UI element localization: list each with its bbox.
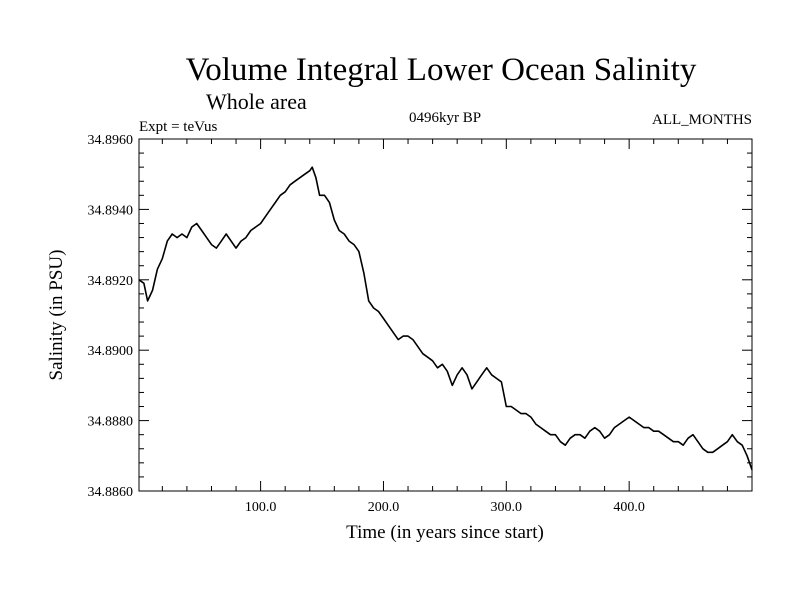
x-tick-label: 100.0 bbox=[245, 500, 277, 515]
y-axis-label: Salinity (in PSU) bbox=[46, 250, 67, 381]
y-tick-label: 34.8940 bbox=[88, 203, 134, 218]
y-tick-label: 34.8900 bbox=[88, 344, 134, 359]
x-tick-label: 300.0 bbox=[491, 500, 523, 515]
x-tick-label: 400.0 bbox=[613, 500, 645, 515]
x-axis-label: Time (in years since start) bbox=[346, 522, 544, 543]
experiment-label: Expt = teVus bbox=[139, 119, 218, 135]
salinity-series-line bbox=[138, 166, 753, 471]
axis-ticks bbox=[139, 138, 752, 492]
chart-title: Volume Integral Lower Ocean Salinity bbox=[186, 52, 697, 88]
months-label: ALL_MONTHS bbox=[652, 112, 752, 128]
y-tick-label: 34.8960 bbox=[88, 133, 134, 148]
y-tick-label: 34.8880 bbox=[88, 415, 134, 430]
chart-subtitle: Whole area bbox=[206, 89, 307, 114]
plot-frame bbox=[138, 138, 753, 492]
x-tick-label: 200.0 bbox=[368, 500, 400, 515]
period-label: 0496kyr BP bbox=[409, 110, 481, 126]
y-tick-label: 34.8860 bbox=[88, 485, 134, 500]
y-tick-label: 34.8920 bbox=[88, 274, 134, 289]
axis-tick-labels: 100.0 200.0 300.0 400.0 34.8860 34.8880 34.890… bbox=[88, 133, 645, 515]
